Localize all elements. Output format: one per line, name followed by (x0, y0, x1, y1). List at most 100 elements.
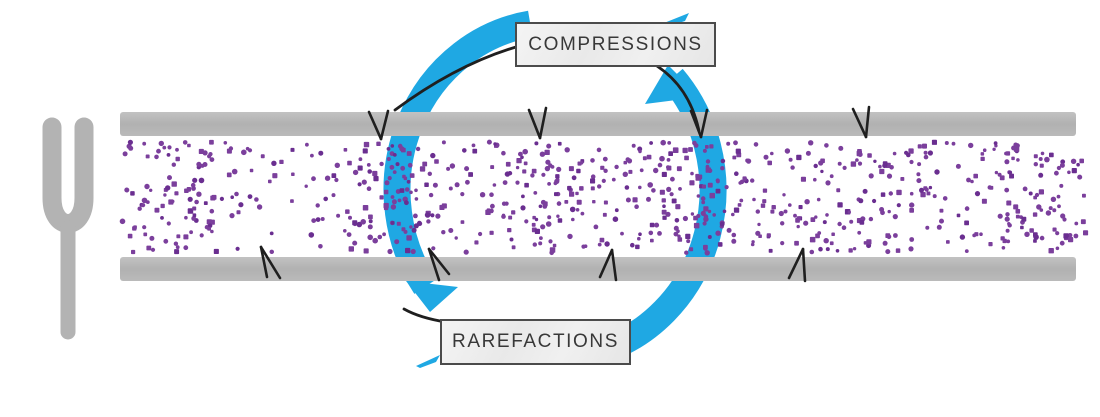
particle-dot (1028, 191, 1033, 196)
particle-dot (564, 147, 570, 153)
particle-dot (534, 141, 539, 146)
particle-dot (966, 177, 971, 183)
particle-dot (813, 163, 818, 169)
particle-dot (331, 193, 336, 198)
particle-dot (701, 200, 706, 205)
particle-dot (1032, 212, 1038, 217)
particle-dot (454, 182, 460, 188)
particle-dot (1033, 239, 1037, 243)
particle-dot (900, 177, 905, 181)
particle-dot (783, 209, 788, 214)
particle-dot (731, 238, 737, 244)
compression-tick-arrow-bottom (787, 247, 805, 280)
particle-dot (382, 232, 386, 237)
particle-dot (191, 216, 197, 221)
particle-dot (676, 229, 680, 233)
label-pointer-line (393, 43, 525, 112)
particle-dot (507, 171, 513, 176)
particle-dot (1039, 163, 1044, 168)
particle-dot (693, 222, 700, 229)
particle-dot (346, 232, 352, 238)
particle-dot (379, 195, 384, 200)
rarefactions-label-text: RAREFACTIONS (452, 331, 619, 352)
particle-dot (700, 196, 706, 201)
particle-dot (160, 203, 165, 209)
particle-dot (291, 172, 295, 176)
particle-dot (735, 148, 741, 154)
particle-dot (446, 166, 451, 171)
particle-dot (701, 184, 706, 189)
particle-dot (979, 232, 983, 236)
particle-dot (522, 169, 527, 174)
particle-dot (925, 225, 930, 230)
particle-dot (430, 213, 435, 218)
particle-dot (146, 245, 152, 251)
particle-dot (472, 148, 478, 154)
particle-dot (540, 224, 546, 230)
particle-dot (362, 205, 369, 211)
particle-dot (1067, 233, 1073, 238)
particle-dot (269, 249, 274, 254)
particle-dot (908, 246, 914, 252)
particle-dot (171, 181, 177, 187)
particle-dot (924, 187, 929, 192)
particle-dot (548, 239, 553, 244)
particle-dot (700, 210, 706, 216)
particle-dot (174, 249, 180, 255)
particle-dot (569, 191, 575, 197)
particle-dot (825, 180, 831, 186)
particle-dot (939, 208, 944, 213)
particle-dot (189, 230, 194, 235)
particle-dot (724, 185, 729, 190)
particle-dot (553, 181, 558, 186)
particle-dot (677, 234, 681, 239)
particle-dot (305, 142, 309, 147)
particle-dot (463, 249, 469, 255)
particle-dot (196, 161, 202, 167)
particle-dot (1036, 204, 1042, 210)
particle-dot (424, 182, 429, 187)
particle-dot (825, 213, 829, 217)
particle-dot (523, 161, 528, 166)
particle-dot (399, 146, 405, 152)
particle-dot (733, 207, 740, 213)
particle-dot (878, 164, 882, 169)
particle-dot (771, 205, 776, 210)
particle-dot (575, 191, 579, 196)
particle-dot (882, 161, 888, 166)
particle-dot (376, 141, 381, 146)
particle-dot (362, 148, 368, 154)
compression-tick-arrow-bottom (801, 247, 807, 283)
particle-dot (406, 151, 412, 156)
particle-dot (689, 180, 695, 186)
particle-dot (507, 228, 512, 233)
particle-dot (660, 139, 666, 146)
compression-tick-arrow-top (864, 105, 871, 139)
compression-tick-arrow-top (689, 109, 703, 139)
particle-dot (228, 146, 234, 151)
particle-dot (542, 201, 548, 207)
particle-dot (126, 143, 132, 149)
particle-dot (515, 180, 520, 185)
particle-dot (247, 148, 253, 153)
particle-dot (671, 198, 677, 204)
particle-dot (509, 237, 514, 242)
particle-dot (665, 211, 671, 217)
particle-dot (489, 230, 494, 235)
particle-dot (919, 187, 924, 193)
particle-dot (982, 148, 987, 152)
particle-dot (1011, 156, 1015, 161)
particle-dot (156, 148, 161, 154)
particle-dot (256, 204, 263, 210)
particle-dot (397, 198, 402, 203)
particle-dot (624, 185, 630, 190)
particle-dot (798, 205, 803, 210)
particle-dot (318, 244, 323, 249)
particle-dot (439, 204, 445, 210)
particle-dot (516, 158, 522, 164)
particle-dot (625, 197, 631, 203)
particle-dot (1059, 162, 1065, 168)
compression-tick-arrow-top (538, 106, 548, 140)
particle-dot (690, 212, 695, 216)
